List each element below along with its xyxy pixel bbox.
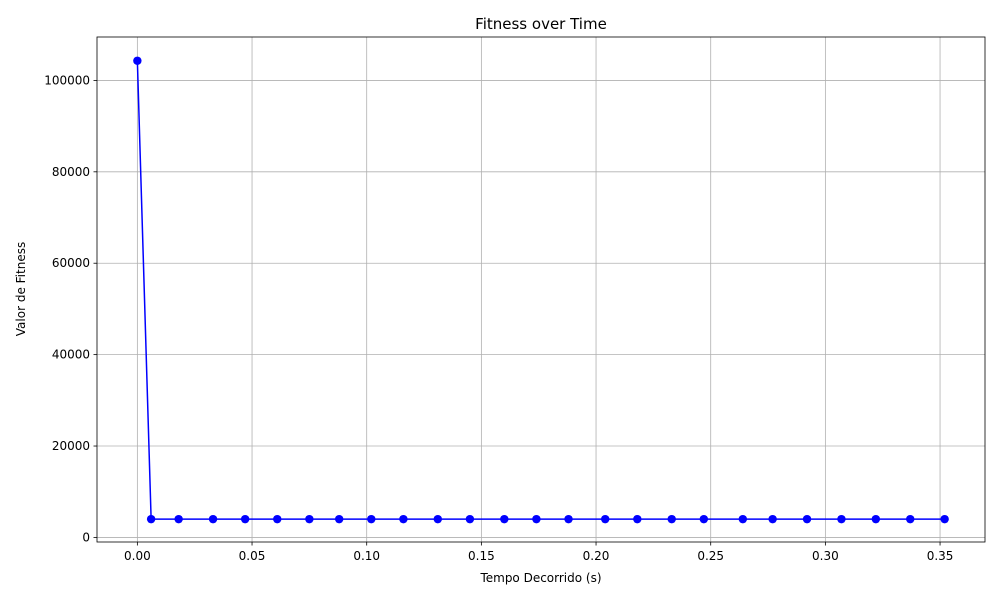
data-point [802,514,812,524]
data-point [837,514,846,524]
x-tick-label: 0.10 [353,549,380,563]
data-point [940,514,949,524]
data-point [146,514,156,524]
y-tick-label: 40000 [52,348,90,362]
x-tick-label: 0.20 [583,549,610,563]
x-tick-label: 0.15 [468,549,495,563]
grid-lines [97,37,985,542]
data-point [906,514,915,524]
x-axis-label: Tempo Decorrido (s) [479,571,601,585]
x-tick-label: 0.35 [927,549,954,563]
y-axis-label: Valor de Fitness [14,242,28,336]
data-point [334,514,344,524]
data-point [738,514,748,524]
data-point [532,514,541,524]
data-point [500,514,509,524]
data-point [399,514,408,524]
data-point [699,514,709,524]
data-point [367,514,376,524]
chart-title: Fitness over Time [475,15,607,33]
data-point [133,56,142,65]
data-point [667,514,676,524]
series-layer [133,56,949,524]
x-tick-label: 0.25 [697,549,724,563]
data-point [305,514,314,524]
x-tick-label: 0.00 [124,549,151,563]
axes-frame [96,36,986,543]
data-point [633,514,642,524]
data-point [240,514,250,524]
series-line [136,60,945,520]
y-tick-label: 100000 [44,73,90,87]
tick-layer: 0.00 0.05 0.10 0.15 0.20 0.25 0.30 0.35 0 20000 40… [44,73,953,563]
x-tick-label: 0.05 [239,549,266,563]
data-point [601,514,610,524]
y-tick-label: 60000 [52,256,90,270]
data-point [871,514,881,524]
y-tick-label: 0 [82,530,90,544]
data-point [208,514,218,524]
data-point [273,514,282,524]
data-point [564,514,573,524]
data-point [465,514,475,524]
data-point [174,514,183,524]
y-tick-label: 80000 [52,165,90,179]
data-point [433,514,442,524]
y-tick-label: 20000 [52,439,90,453]
data-point [768,514,777,524]
plot-frame [96,36,986,543]
x-tick-label: 0.30 [812,549,839,563]
